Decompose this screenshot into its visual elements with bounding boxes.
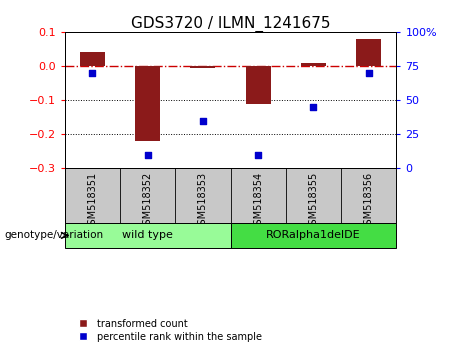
Bar xyxy=(301,63,326,66)
Text: genotype/variation: genotype/variation xyxy=(5,230,104,240)
Bar xyxy=(230,223,396,248)
Text: GSM518354: GSM518354 xyxy=(253,172,263,231)
Text: GSM518355: GSM518355 xyxy=(308,172,319,232)
Point xyxy=(254,152,262,158)
Bar xyxy=(135,66,160,141)
Point xyxy=(89,70,96,76)
Bar xyxy=(80,52,105,66)
Bar xyxy=(356,39,381,66)
Text: GSM518353: GSM518353 xyxy=(198,172,208,231)
Legend: transformed count, percentile rank within the sample: transformed count, percentile rank withi… xyxy=(70,315,266,346)
Point xyxy=(144,152,151,158)
Text: RORalpha1delDE: RORalpha1delDE xyxy=(266,230,361,240)
Point xyxy=(365,70,372,76)
Title: GDS3720 / ILMN_1241675: GDS3720 / ILMN_1241675 xyxy=(131,16,330,32)
Bar xyxy=(246,66,271,103)
Bar xyxy=(65,223,230,248)
Text: wild type: wild type xyxy=(122,230,173,240)
Bar xyxy=(190,66,215,68)
Text: GSM518351: GSM518351 xyxy=(87,172,97,231)
Point xyxy=(310,104,317,110)
Text: GSM518356: GSM518356 xyxy=(364,172,374,231)
Point xyxy=(199,118,207,124)
Text: GSM518352: GSM518352 xyxy=(142,172,153,232)
